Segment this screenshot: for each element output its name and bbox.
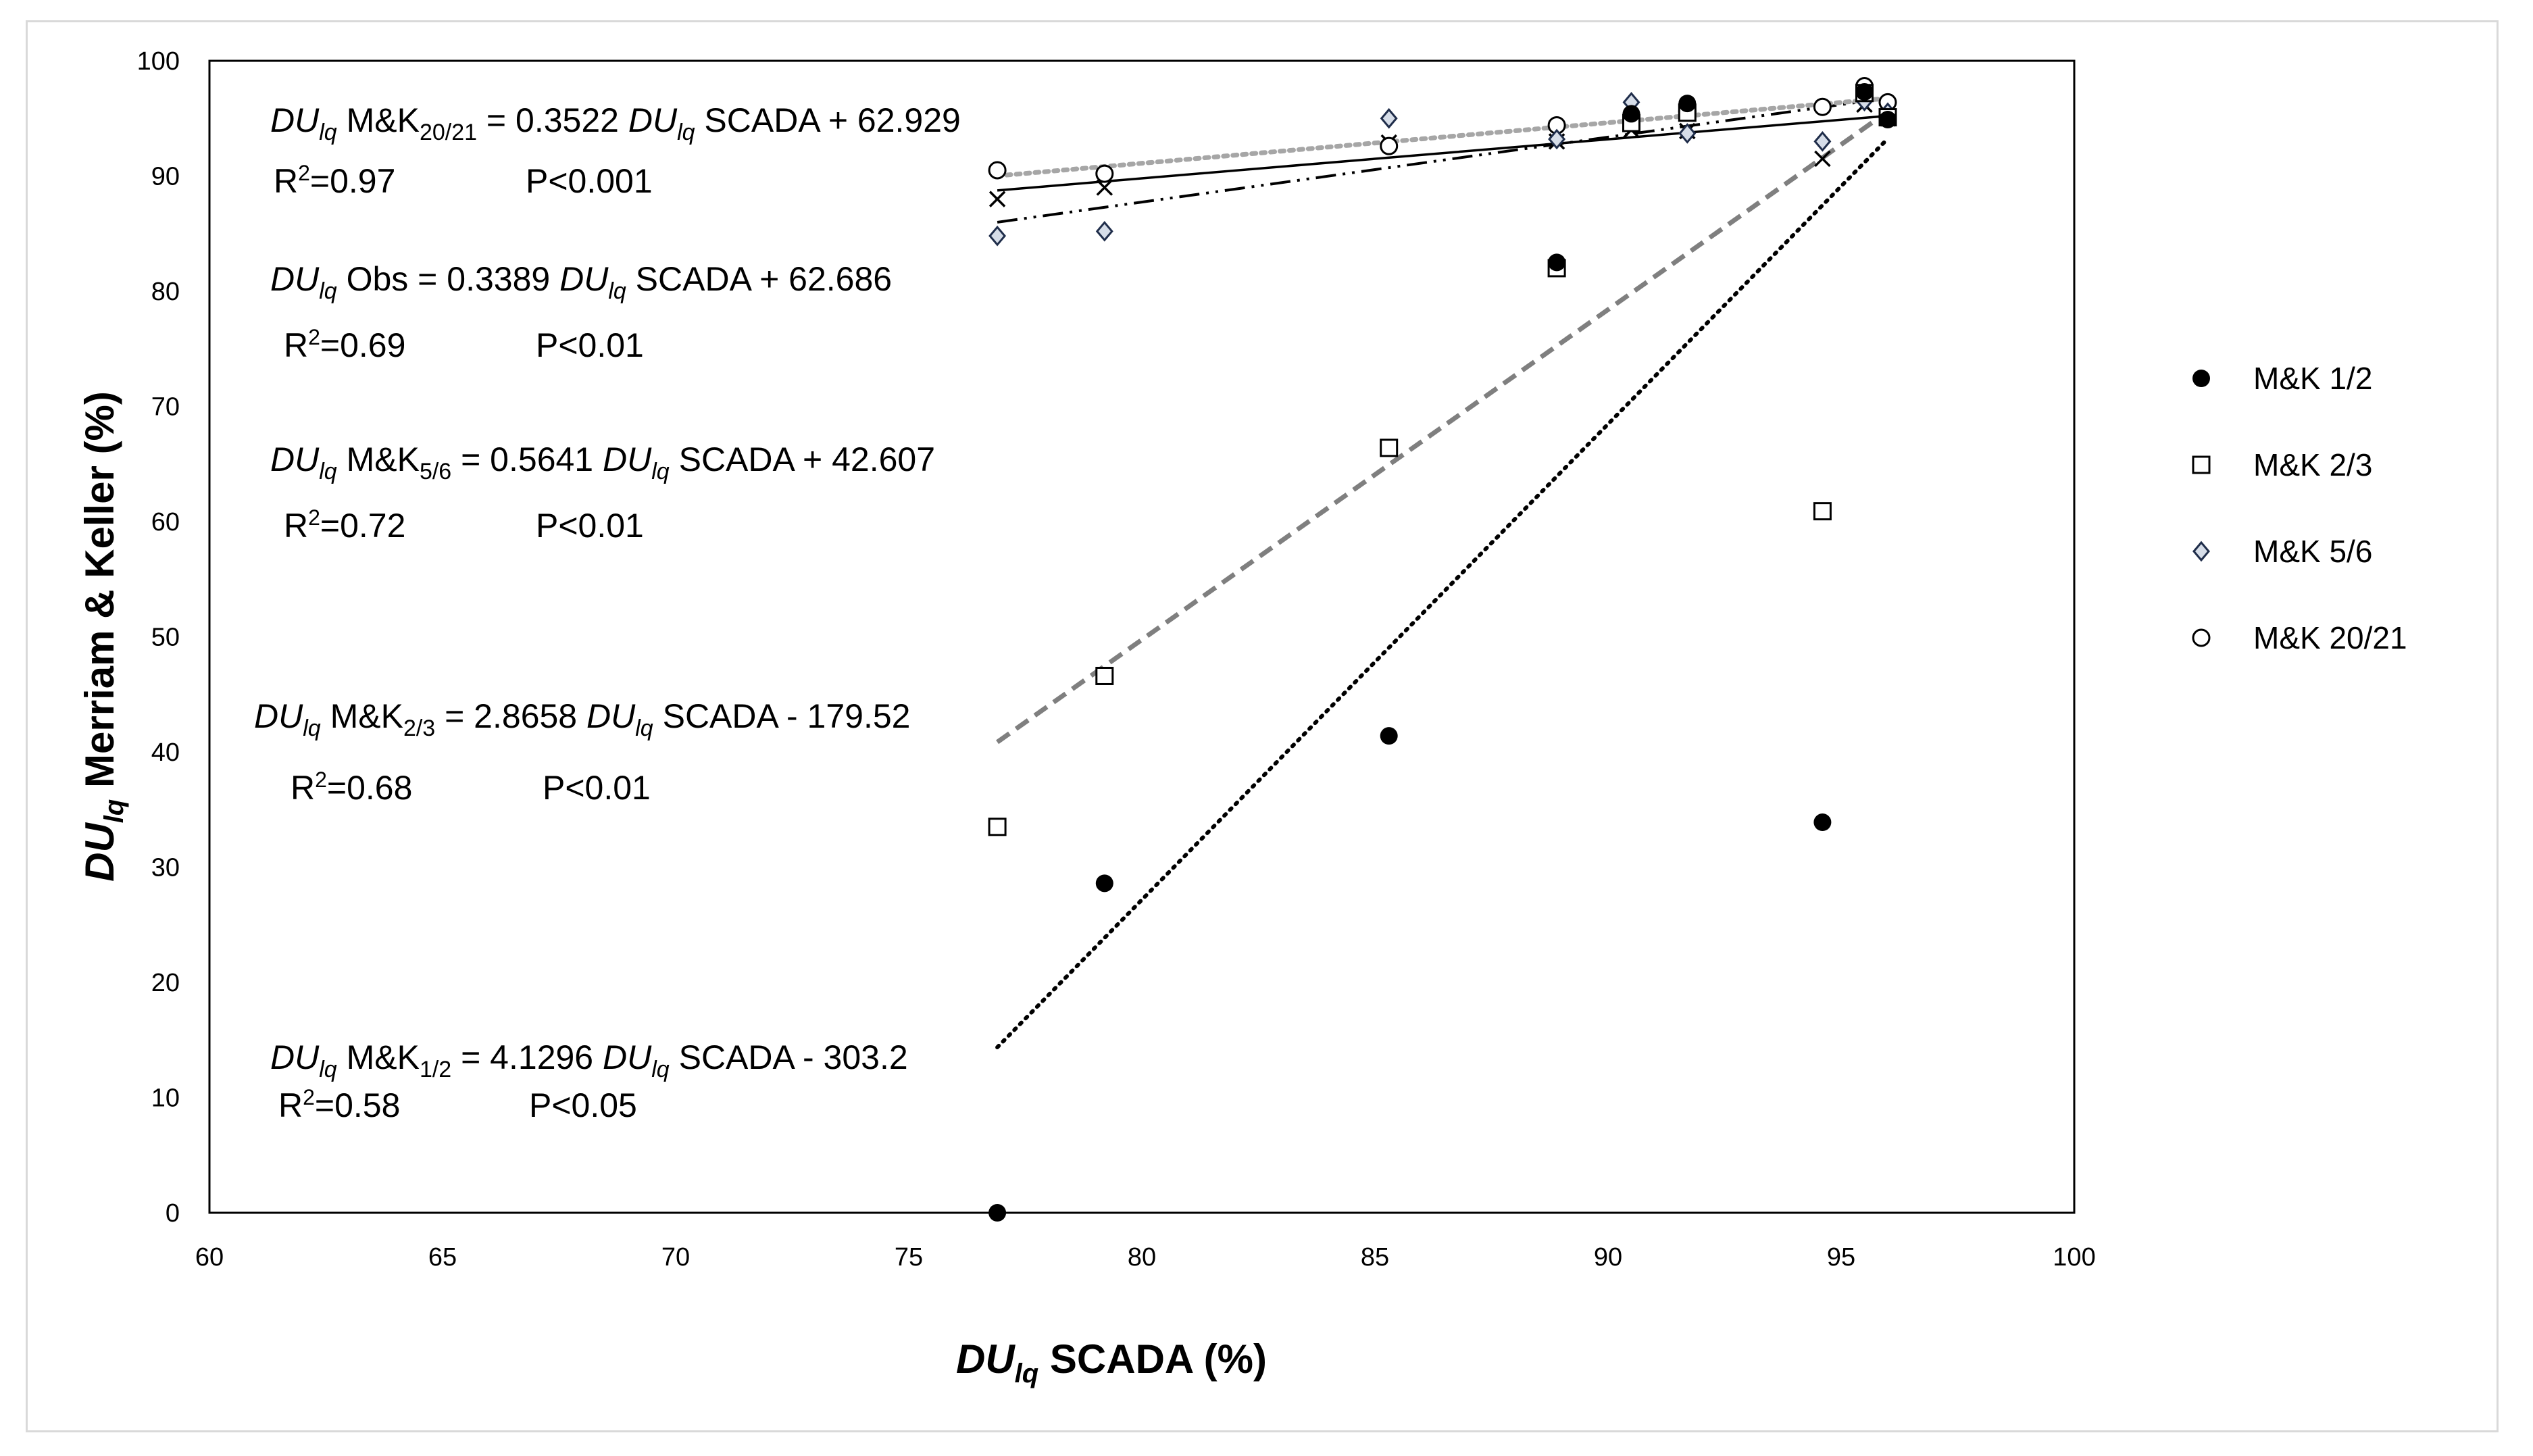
x-tick-label: 75 <box>895 1243 923 1272</box>
eq-mk-20-21-equation: DUlq M&K20/21 = 0.3522 DUlq SCADA + 62.9… <box>270 101 961 145</box>
marker-mk-5-6 <box>1548 128 1566 150</box>
trendline-mk-2-3 <box>996 109 1890 745</box>
marker-mk-1-2 <box>1380 727 1398 745</box>
eq-mk-2-3-r-squared: R2=0.68 <box>291 768 412 807</box>
marker-mk-1-2 <box>1855 83 1874 101</box>
marker-mk-2-3 <box>988 818 1007 836</box>
x-tick-label: 90 <box>1594 1243 1622 1272</box>
y-tick-label: 50 <box>151 624 180 652</box>
marker-mk-1-2 <box>988 1204 1007 1222</box>
y-tick-label: 60 <box>151 508 180 536</box>
y-tick-label: 70 <box>151 393 180 422</box>
x-tick-label: 70 <box>661 1243 690 1272</box>
legend-marker-mk-1-2 <box>2192 370 2210 387</box>
x-axis-title-rest: SCADA (%) <box>1038 1336 1267 1382</box>
marker-mk-20-21 <box>988 161 1007 180</box>
marker-mk-2-3 <box>1813 502 1832 521</box>
axis-ticks: 60 65 70 75 80 85 90 95 100 0 10 20 30 40 50 60 70 80 90 10… <box>137 47 2096 1272</box>
legend: M&K 1/2 M&K 2/3 M&K 5/6 M&K 20/21 <box>2192 361 2407 655</box>
eq-mk-20-21-p-value: P<0.001 <box>526 162 653 200</box>
trendlines <box>995 96 1890 1050</box>
marker-mk-1-2 <box>1548 253 1566 272</box>
trendline-mk-1-2 <box>995 136 1890 1050</box>
eq-obs-equation: DUlq Obs = 0.3389 DUlq SCADA + 62.686 <box>270 260 892 304</box>
eq-mk-1-2-p-value: P<0.05 <box>529 1086 637 1124</box>
eq-mk-20-21-r-squared: R2=0.97 <box>274 161 395 200</box>
y-tick-label: 20 <box>151 969 180 997</box>
marker-mk-1-2 <box>1879 110 1897 128</box>
eq-mk-2-3-equation: DUlq M&K2/3 = 2.8658 DUlq SCADA - 179.52 <box>254 697 910 741</box>
marker-mk-1-2 <box>1622 105 1640 123</box>
eq-mk-5-6-r-squared: R2=0.72 <box>284 505 405 545</box>
marker-mk-20-21 <box>1095 164 1114 183</box>
chart-frame <box>26 20 2499 1432</box>
eq-mk-1-2-equation: DUlq M&K1/2 = 4.1296 DUlq SCADA - 303.2 <box>270 1038 908 1082</box>
marker-obs <box>1096 179 1113 196</box>
y-axis-title: DUlq Merriam & Keller (%) <box>77 391 129 882</box>
eq-mk-1-2-r-squared: R2=0.58 <box>278 1085 400 1124</box>
marker-mk-1-2 <box>1095 874 1113 893</box>
trendline-mk-5-6 <box>997 97 1888 224</box>
marker-mk-5-6 <box>1678 123 1697 144</box>
eq-obs-r-squared: R2=0.69 <box>284 325 405 364</box>
marker-mk-5-6 <box>1813 131 1832 152</box>
x-tick-label: 80 <box>1128 1243 1156 1272</box>
legend-label-mk-2-3: M&K 2/3 <box>2253 447 2372 482</box>
eq-mk-2-3-p-value: P<0.01 <box>543 769 651 807</box>
eq-obs-p-value: P<0.01 <box>536 326 644 364</box>
marker-mk-20-21 <box>1380 136 1399 155</box>
x-axis-title: DUlq SCADA (%) <box>956 1336 1267 1388</box>
eq-mk-5-6-equation: DUlq M&K5/6 = 0.5641 DUlq SCADA + 42.607 <box>270 441 935 484</box>
y-axis-title-rest: Merriam & Keller (%) <box>77 391 122 799</box>
y-axis-title-var: DU <box>77 822 122 882</box>
legend-label-mk-5-6: M&K 5/6 <box>2253 534 2372 569</box>
x-tick-label: 65 <box>428 1243 457 1272</box>
y-tick-label: 100 <box>137 47 180 76</box>
eq-mk-5-6-p-value: P<0.01 <box>536 507 644 545</box>
marker-mk-2-3 <box>1095 666 1114 685</box>
y-axis-title-sub: lq <box>99 799 129 824</box>
y-tick-label: 30 <box>151 854 180 882</box>
marker-mk-20-21 <box>1813 97 1832 116</box>
x-tick-label: 85 <box>1361 1243 1389 1272</box>
y-tick-label: 0 <box>166 1199 180 1228</box>
marker-obs <box>988 191 1006 207</box>
y-tick-label: 40 <box>151 738 180 767</box>
y-tick-label: 80 <box>151 278 180 306</box>
marker-mk-2-3 <box>1380 438 1399 457</box>
x-tick-label: 60 <box>195 1243 224 1272</box>
regression-equations: DUlq M&K20/21 = 0.3522 DUlq SCADA + 62.9… <box>254 101 961 1124</box>
marker-obs <box>1814 150 1831 168</box>
trendline-obs <box>997 114 1888 192</box>
x-tick-label: 100 <box>2053 1243 2095 1272</box>
y-tick-label: 90 <box>151 163 180 191</box>
marker-mk-1-2 <box>1678 95 1697 113</box>
legend-marker-mk-20-21 <box>2192 628 2211 647</box>
legend-label-mk-1-2: M&K 1/2 <box>2253 361 2372 396</box>
trendline-mk-20-21 <box>995 96 1890 178</box>
legend-marker-mk-2-3 <box>2192 455 2211 474</box>
marker-mk-5-6 <box>988 225 1007 247</box>
marker-mk-1-2 <box>1813 813 1832 832</box>
marker-mk-5-6 <box>1095 221 1113 242</box>
x-axis-title-var: DU <box>956 1336 1015 1382</box>
legend-label-mk-20-21: M&K 20/21 <box>2253 620 2407 655</box>
plot-area <box>208 59 2076 1214</box>
data-markers <box>988 77 1897 1222</box>
x-tick-label: 95 <box>1827 1243 1855 1272</box>
x-axis-title-sub: lq <box>1015 1359 1039 1388</box>
legend-marker-mk-5-6 <box>2192 541 2210 562</box>
marker-mk-5-6 <box>1380 107 1398 129</box>
y-tick-label: 10 <box>151 1084 180 1113</box>
